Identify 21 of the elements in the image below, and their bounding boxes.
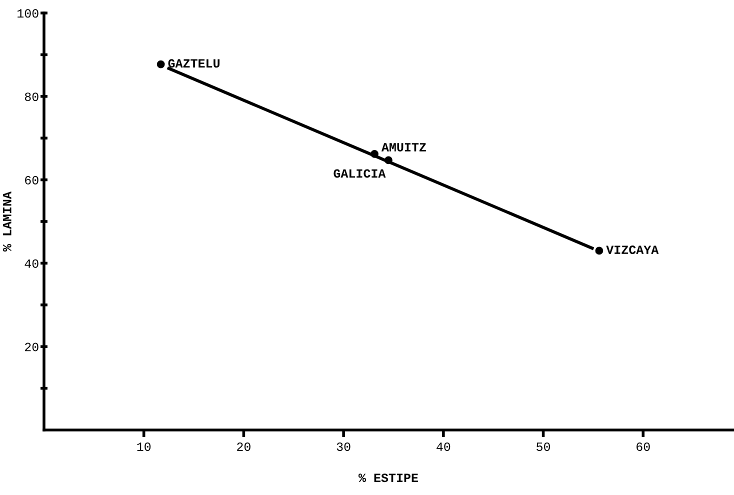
annotation: VIZCAYA (606, 246, 659, 254)
y-tick-label: 100 (18, 9, 38, 18)
point (156, 60, 165, 68)
y-tick-label: 20 (25, 342, 38, 352)
point (595, 246, 604, 255)
x-tick-label: 50 (536, 442, 550, 451)
annotation: AMUITZ (381, 143, 426, 152)
x-tick-label: 10 (137, 442, 151, 451)
x-tick-label: 20 (237, 442, 250, 451)
x-axis-title: % ESTIPE (358, 474, 418, 482)
x-tick-label: 40 (436, 442, 450, 451)
point (370, 150, 378, 158)
y-tick-label: 80 (24, 92, 38, 102)
y-axis-title: % LAMINA (2, 191, 12, 252)
annotation: GALICIA (334, 169, 386, 178)
x-tick-label: 30 (336, 442, 350, 451)
annotation: GAZTELU (168, 59, 220, 68)
x-tick-label: 60 (636, 442, 650, 451)
y-tick-label: 40 (24, 259, 38, 268)
point (384, 156, 392, 164)
y-tick-label: 60 (25, 176, 38, 184)
